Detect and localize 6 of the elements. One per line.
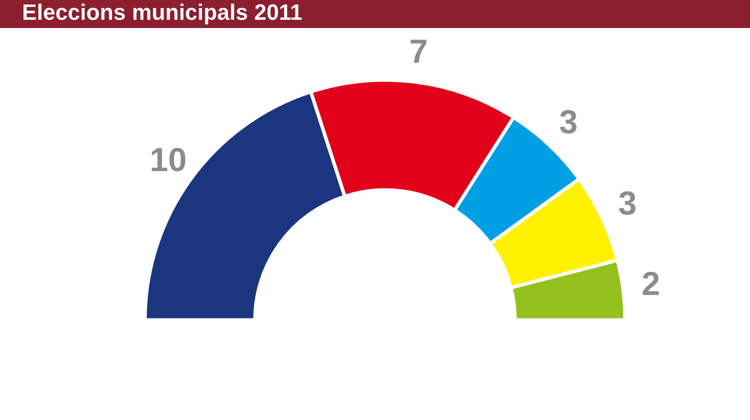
data-label: 3 [560, 110, 577, 134]
chart-title: Eleccions municipals 2011 [23, 4, 302, 24]
data-label: 2 [642, 272, 659, 296]
data-label: 3 [618, 191, 636, 215]
data-label: 7 [410, 40, 426, 63]
data-label: 10 [152, 148, 186, 172]
